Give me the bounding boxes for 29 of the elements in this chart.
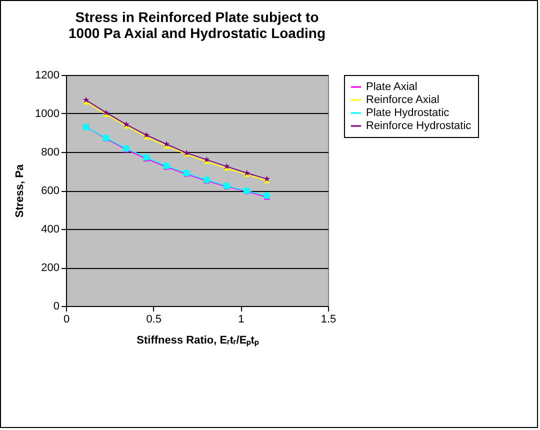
point bbox=[203, 156, 210, 162]
point bbox=[142, 154, 150, 161]
point bbox=[163, 140, 170, 147]
y-tick-label: 200 bbox=[41, 262, 60, 274]
legend-label: Plate Hydrostatic bbox=[366, 107, 450, 119]
y-tick-label: 400 bbox=[41, 224, 60, 236]
y-tick-label: 1000 bbox=[35, 108, 60, 120]
x-tick-label: 1.5 bbox=[320, 314, 336, 326]
point bbox=[143, 132, 150, 138]
point bbox=[263, 192, 270, 200]
point bbox=[102, 109, 110, 116]
point bbox=[264, 176, 270, 182]
chart-title: Stress in Reinforced Plate subject to 1000 Pa Axial and Hydrostatic Loading bbox=[68, 9, 326, 41]
point bbox=[82, 96, 90, 103]
legend-label: Reinforce Axial bbox=[366, 94, 440, 106]
x-tick-label: 0.5 bbox=[146, 314, 162, 326]
x-tick-label: 0 bbox=[63, 314, 70, 326]
x-tick-label: 1 bbox=[238, 314, 244, 326]
legend-label: Plate Axial bbox=[366, 81, 418, 93]
point bbox=[244, 170, 250, 176]
x-axis-title: Stiffness Ratio, Eᵣtᵣ/Eₚtₚ bbox=[136, 334, 260, 346]
point bbox=[224, 163, 230, 170]
y-axis-title: Stress, Pa bbox=[14, 164, 26, 218]
y-tick-label: 1200 bbox=[35, 70, 60, 82]
y-tick-label: 600 bbox=[41, 185, 60, 197]
legend-label: Reinforce Hydrostatic bbox=[366, 120, 472, 132]
y-tick-label: 0 bbox=[53, 300, 60, 312]
point bbox=[123, 121, 130, 128]
y-tick-label: 800 bbox=[41, 146, 60, 158]
